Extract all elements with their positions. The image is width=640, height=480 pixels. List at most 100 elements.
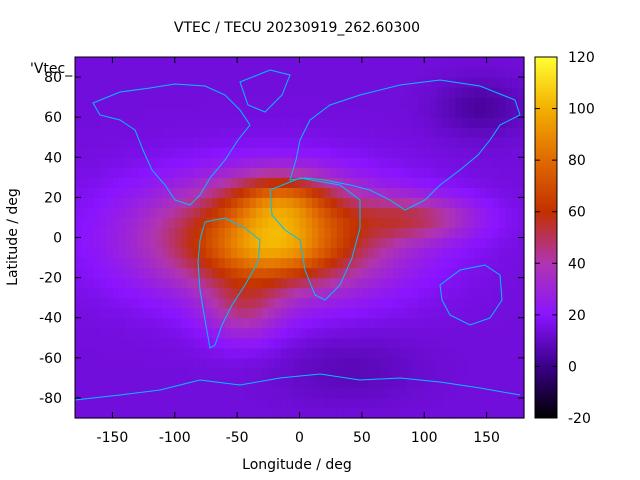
- heatmap-cell: [467, 137, 475, 148]
- heatmap-cell: [311, 357, 319, 369]
- heatmap-cell: [230, 287, 238, 299]
- heatmap-cell: [224, 197, 232, 209]
- heatmap-cell: [492, 397, 500, 409]
- heatmap-cell: [237, 387, 244, 399]
- heatmap-cell: [486, 387, 494, 399]
- heatmap-cell: [349, 357, 357, 369]
- heatmap-cell: [174, 297, 182, 309]
- heatmap-cell: [149, 157, 157, 168]
- heatmap-cell: [474, 187, 481, 198]
- heatmap-cell: [393, 307, 400, 319]
- heatmap-cell: [405, 107, 413, 118]
- heatmap-cell: [255, 117, 263, 128]
- heatmap-cell: [118, 267, 126, 279]
- heatmap-cell: [137, 197, 145, 209]
- heatmap-cell: [393, 357, 400, 369]
- heatmap-cell: [274, 87, 282, 98]
- heatmap-cell: [87, 107, 95, 118]
- heatmap-cell: [137, 307, 145, 319]
- heatmap-cell: [249, 167, 257, 178]
- heatmap-cell: [75, 357, 82, 369]
- heatmap-cell: [405, 67, 413, 78]
- heatmap-cell: [467, 287, 475, 299]
- heatmap-cell: [417, 187, 425, 198]
- heatmap-cell: [430, 397, 438, 409]
- heatmap-cell: [455, 247, 463, 259]
- heatmap-cell: [162, 337, 170, 349]
- heatmap-cell: [193, 227, 201, 239]
- heatmap-cell: [224, 157, 232, 168]
- heatmap-cell: [424, 227, 432, 239]
- heatmap-cell: [193, 157, 201, 168]
- heatmap-cell: [187, 157, 195, 168]
- heatmap-cell: [424, 347, 432, 359]
- heatmap-cell: [417, 117, 425, 128]
- heatmap-cell: [417, 367, 425, 379]
- heatmap-cell: [467, 307, 475, 319]
- heatmap-cell: [411, 157, 419, 168]
- heatmap-cell: [205, 367, 213, 379]
- heatmap-cell: [355, 197, 363, 209]
- heatmap-cell: [405, 197, 413, 209]
- heatmap-cell: [124, 287, 132, 299]
- heatmap-cell: [75, 377, 82, 389]
- heatmap-cell: [106, 127, 114, 138]
- heatmap-cell: [474, 227, 481, 239]
- heatmap-cell: [318, 197, 326, 209]
- heatmap-cell: [399, 217, 407, 229]
- heatmap-cell: [399, 67, 407, 78]
- heatmap-cell: [474, 267, 481, 279]
- heatmap-cell: [455, 367, 463, 379]
- heatmap-cell: [436, 227, 444, 239]
- heatmap-cell: [255, 177, 263, 188]
- heatmap-cell: [106, 67, 114, 78]
- heatmap-cell: [174, 227, 182, 239]
- heatmap-cell: [499, 227, 506, 239]
- heatmap-cell: [249, 77, 257, 88]
- heatmap-cell: [355, 117, 363, 128]
- heatmap-cell: [386, 147, 394, 158]
- heatmap-cell: [143, 217, 151, 229]
- heatmap-cell: [517, 127, 525, 138]
- heatmap-cell: [81, 77, 89, 88]
- heatmap-cell: [118, 77, 126, 88]
- heatmap-cell: [99, 317, 107, 329]
- heatmap-cell: [380, 347, 388, 359]
- heatmap-cell: [274, 77, 282, 88]
- heatmap-cell: [411, 287, 419, 299]
- heatmap-cell: [237, 217, 244, 229]
- heatmap-cell: [380, 367, 388, 379]
- heatmap-cell: [436, 77, 444, 88]
- heatmap-cell: [386, 117, 394, 128]
- heatmap-cell: [343, 387, 350, 399]
- heatmap-cell: [436, 67, 444, 78]
- heatmap-cell: [374, 377, 382, 389]
- heatmap-cell: [336, 77, 344, 88]
- heatmap-cell: [212, 407, 220, 419]
- heatmap-cell: [168, 327, 176, 339]
- heatmap-cell: [81, 387, 89, 399]
- heatmap-cell: [467, 277, 475, 289]
- heatmap-cell: [499, 117, 506, 128]
- heatmap-cell: [318, 287, 326, 299]
- heatmap-cell: [137, 357, 145, 369]
- heatmap-cell: [474, 367, 481, 379]
- heatmap-cell: [336, 267, 344, 279]
- heatmap-cell: [156, 237, 163, 249]
- heatmap-cell: [149, 237, 157, 249]
- heatmap-cell: [486, 257, 494, 269]
- heatmap-cell: [112, 167, 120, 178]
- heatmap-cell: [168, 177, 176, 188]
- heatmap-cell: [274, 217, 282, 229]
- heatmap-cell: [336, 197, 344, 209]
- heatmap-cell: [193, 147, 201, 158]
- heatmap-cell: [156, 327, 163, 339]
- heatmap-cell: [424, 377, 432, 389]
- heatmap-cell: [81, 397, 89, 409]
- heatmap-cell: [380, 327, 388, 339]
- heatmap-cell: [436, 327, 444, 339]
- heatmap-cell: [380, 297, 388, 309]
- heatmap-cell: [499, 337, 506, 349]
- heatmap-cell: [324, 367, 332, 379]
- heatmap-cell: [505, 77, 513, 88]
